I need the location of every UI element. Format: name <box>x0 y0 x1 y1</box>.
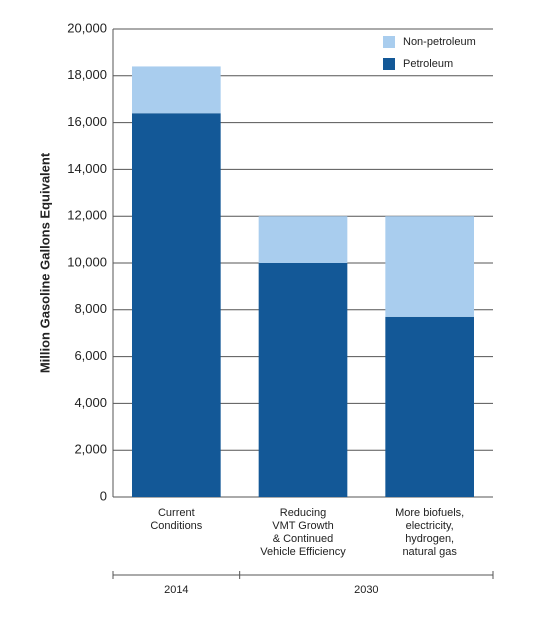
bar-segment <box>258 216 348 263</box>
x-tick-label: hydrogen, <box>405 533 454 545</box>
y-tick-label: 2,000 <box>74 442 107 457</box>
x-tick-label: Reducing <box>280 507 326 519</box>
x-tick-label: & Continued <box>273 533 334 545</box>
x-tick-label: VMT Growth <box>272 520 334 532</box>
group-label: 2030 <box>354 584 378 596</box>
y-tick-label: 12,000 <box>67 208 107 223</box>
y-tick-label: 8,000 <box>74 301 107 316</box>
y-tick-label: 4,000 <box>74 395 107 410</box>
x-tick-label: natural gas <box>402 546 457 558</box>
bar-segment <box>132 113 221 498</box>
legend-label: Non-petroleum <box>403 36 476 48</box>
bar-segment <box>132 66 221 114</box>
legend-label: Petroleum <box>403 58 453 70</box>
x-tick-label: More biofuels, <box>395 507 464 519</box>
y-tick-label: 0 <box>100 488 107 503</box>
y-axis-label: Million Gasoline Gallons Equivalent <box>37 152 52 373</box>
y-tick-label: 14,000 <box>67 161 107 176</box>
legend-swatch <box>383 58 395 70</box>
bar-segment <box>385 216 474 317</box>
y-tick-label: 20,000 <box>67 20 107 35</box>
x-tick-label: Conditions <box>150 520 202 532</box>
x-tick-label: Current <box>158 507 195 519</box>
bar-segment <box>258 263 348 497</box>
group-label: 2014 <box>164 584 188 596</box>
bar-segment <box>385 316 474 497</box>
y-tick-label: 6,000 <box>74 348 107 363</box>
x-tick-label: electricity, <box>406 520 454 532</box>
x-tick-label: Vehicle Efficiency <box>260 546 346 558</box>
y-tick-label: 18,000 <box>67 67 107 82</box>
y-tick-label: 10,000 <box>67 254 107 269</box>
y-tick-label: 16,000 <box>67 114 107 129</box>
legend-swatch <box>383 36 395 48</box>
